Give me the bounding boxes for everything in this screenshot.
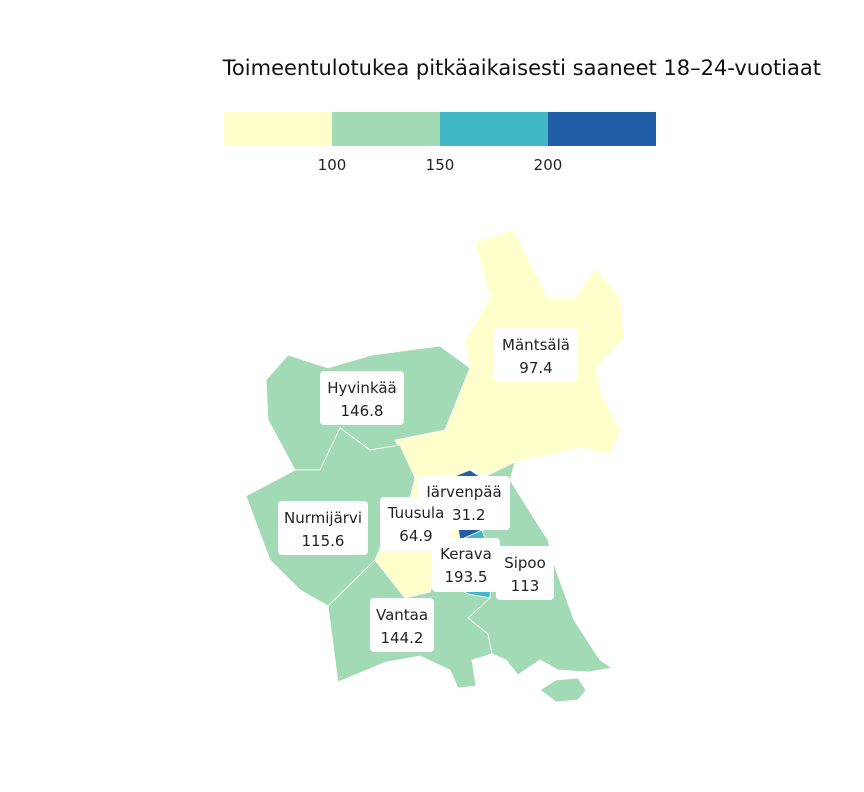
legend: 100 150 200: [224, 112, 656, 174]
label-mantsala: Mäntsälä 97.4: [494, 328, 578, 382]
legend-bin-1: [224, 112, 332, 146]
regions: [245, 229, 625, 703]
label-sipoo: Sipoo 113: [496, 546, 554, 600]
legend-break-1: 100: [318, 156, 347, 174]
label-value-nurmijarvi: 115.6: [302, 532, 345, 550]
label-value-jarvenpaa: 231.2: [443, 506, 486, 524]
label-box-vantaa: [370, 598, 434, 652]
legend-bin-3: [440, 112, 548, 146]
region-sipoo-island[interactable]: [539, 677, 587, 703]
label-tuusula: Tuusula 64.9: [380, 497, 452, 551]
legend-break-3: 200: [534, 156, 563, 174]
label-kerava: Kerava 193.5: [432, 538, 500, 592]
label-value-hyvinkaa: 146.8: [341, 402, 384, 420]
label-value-vantaa: 144.2: [381, 629, 424, 647]
legend-bin-2: [332, 112, 440, 146]
legend-break-2: 150: [426, 156, 455, 174]
label-hyvinkaa: Hyvinkää 146.8: [320, 371, 404, 425]
label-name-tuusula: Tuusula: [387, 504, 445, 522]
label-nurmijarvi: Nurmijärvi 115.6: [278, 501, 368, 555]
label-value-mantsala: 97.4: [519, 359, 552, 377]
label-box-sipoo: [496, 546, 554, 600]
label-box-tuusula: [380, 497, 452, 551]
label-value-kerava: 193.5: [445, 568, 488, 586]
label-name-nurmijarvi: Nurmijärvi: [284, 509, 362, 527]
label-name-mantsala: Mäntsälä: [502, 336, 570, 354]
region-labels: Mäntsälä 97.4 Hyvinkää 146.8 Nurmijärvi …: [278, 328, 578, 652]
map-title: Toimeentulotukea pitkäaikaisesti saaneet…: [222, 56, 821, 80]
label-box-mantsala: [494, 328, 578, 382]
label-box-nurmijarvi: [278, 501, 368, 555]
label-value-sipoo: 113: [511, 577, 540, 595]
label-name-hyvinkaa: Hyvinkää: [327, 379, 397, 397]
legend-bin-4: [548, 112, 656, 146]
label-value-tuusula: 64.9: [399, 527, 432, 545]
label-vantaa: Vantaa 144.2: [370, 598, 434, 652]
label-name-sipoo: Sipoo: [504, 554, 546, 572]
label-name-vantaa: Vantaa: [376, 606, 428, 624]
label-box-kerava: [432, 538, 500, 592]
label-name-kerava: Kerava: [440, 545, 492, 563]
label-name-jarvenpaa: Järvenpää: [425, 483, 501, 501]
label-box-hyvinkaa: [320, 371, 404, 425]
